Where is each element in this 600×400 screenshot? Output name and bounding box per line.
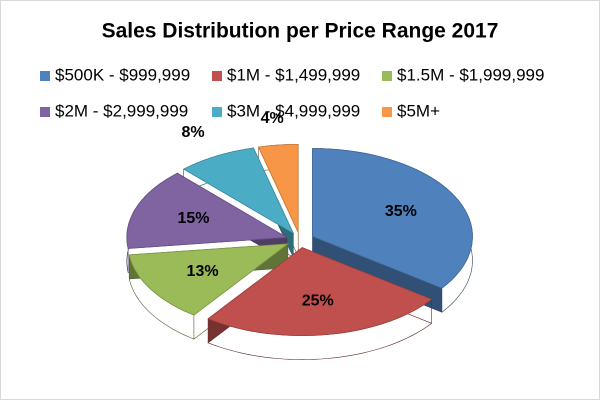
legend-swatch xyxy=(382,71,392,81)
legend-label: $5M+ xyxy=(397,101,440,120)
slice xyxy=(182,147,295,235)
chart-title: Sales Distribution per Price Range 2017 xyxy=(102,20,499,43)
data-label: 15% xyxy=(177,210,209,227)
legend-label: $3M - $4,999,999 xyxy=(227,101,360,120)
slice xyxy=(126,172,289,249)
slice xyxy=(312,148,473,289)
data-label: 13% xyxy=(187,263,219,280)
data-label: 8% xyxy=(181,124,204,141)
legend-swatch xyxy=(382,107,392,117)
legend-swatch xyxy=(212,71,222,81)
legend-label: $2M - $2,999,999 xyxy=(55,101,188,120)
legend-swatch xyxy=(40,107,50,117)
legend-label: $1M - $1,499,999 xyxy=(227,65,360,84)
legend-label: $500K - $999,999 xyxy=(55,65,190,84)
slice xyxy=(128,243,290,316)
legend-swatch xyxy=(40,71,50,81)
legend-swatch xyxy=(212,107,222,117)
slice xyxy=(257,144,299,233)
data-label: 35% xyxy=(385,203,417,220)
data-label: 4% xyxy=(261,110,284,127)
data-label: 25% xyxy=(302,293,334,310)
legend-label: $1.5M - $1,999,999 xyxy=(397,65,544,84)
slice xyxy=(207,247,433,337)
